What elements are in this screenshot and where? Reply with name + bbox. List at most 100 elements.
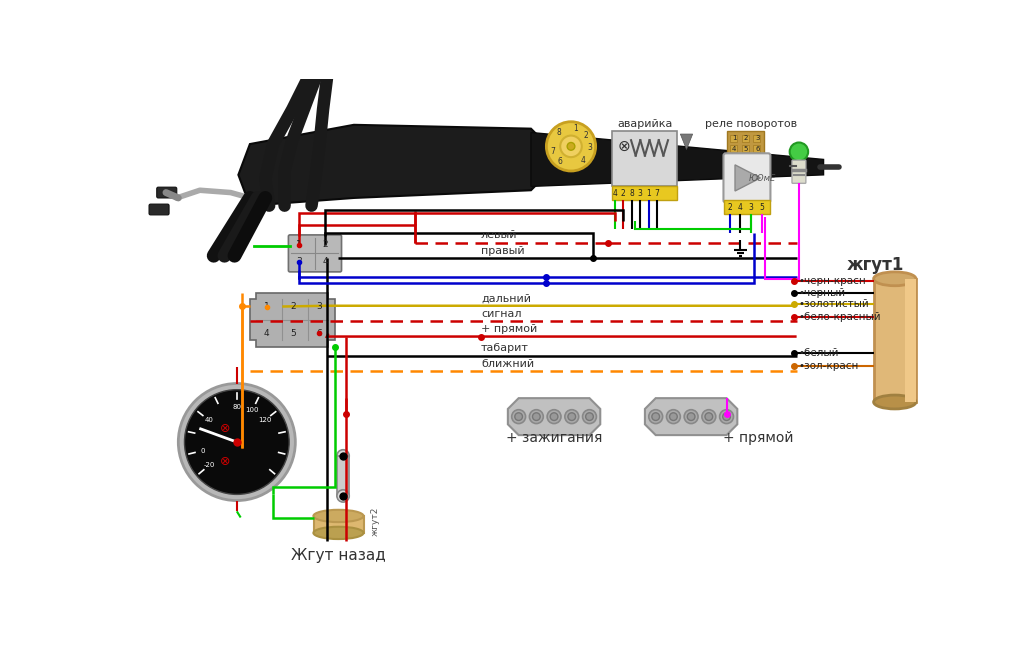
Text: 1: 1 — [646, 189, 651, 198]
Text: 3: 3 — [296, 257, 302, 267]
Bar — [754, 145, 761, 152]
Text: 2: 2 — [621, 189, 626, 198]
Circle shape — [560, 136, 582, 157]
FancyBboxPatch shape — [611, 187, 677, 200]
Text: •зол-красн: •зол-красн — [798, 361, 858, 371]
Text: 5: 5 — [290, 329, 296, 338]
Text: Жгут назад: Жгут назад — [291, 548, 386, 563]
Bar — [730, 145, 737, 152]
Circle shape — [687, 413, 695, 421]
Text: 80: 80 — [232, 403, 242, 409]
Bar — [730, 135, 737, 141]
Text: жгут2: жгут2 — [371, 507, 380, 536]
Circle shape — [547, 409, 561, 424]
Circle shape — [586, 413, 593, 421]
Polygon shape — [680, 134, 692, 149]
Text: •белый: •белый — [798, 348, 839, 358]
Text: 6: 6 — [558, 157, 563, 166]
Text: ближний: ближний — [481, 359, 535, 369]
Text: 3: 3 — [638, 189, 643, 198]
Text: 100: 100 — [246, 407, 259, 413]
Circle shape — [337, 490, 349, 502]
Text: 6: 6 — [316, 329, 323, 338]
Circle shape — [705, 413, 713, 421]
Bar — [754, 135, 761, 141]
Circle shape — [337, 450, 349, 462]
FancyBboxPatch shape — [150, 204, 169, 215]
Text: сигнал: сигнал — [481, 309, 521, 319]
Circle shape — [701, 409, 716, 424]
Circle shape — [547, 122, 596, 171]
Text: 7: 7 — [654, 189, 659, 198]
Circle shape — [512, 409, 525, 424]
FancyBboxPatch shape — [289, 235, 342, 272]
Text: 5: 5 — [760, 202, 764, 212]
Text: •черный: •черный — [798, 288, 845, 297]
Text: ⊗: ⊗ — [220, 455, 230, 468]
Text: 2: 2 — [290, 302, 296, 311]
FancyBboxPatch shape — [157, 187, 177, 198]
Polygon shape — [531, 132, 823, 187]
Text: ⊗: ⊗ — [617, 139, 631, 154]
Text: 4: 4 — [323, 257, 328, 267]
Ellipse shape — [313, 510, 364, 522]
Text: •бело-красный: •бело-красный — [798, 312, 881, 322]
Text: 1: 1 — [573, 124, 579, 133]
Circle shape — [667, 409, 680, 424]
Circle shape — [515, 413, 522, 421]
Text: 6: 6 — [755, 145, 760, 152]
Circle shape — [583, 409, 596, 424]
Text: табарит: табарит — [481, 343, 528, 354]
Polygon shape — [645, 398, 737, 435]
Text: + прямой: + прямой — [724, 431, 794, 445]
Text: 4: 4 — [732, 145, 736, 152]
Bar — [742, 135, 749, 141]
Ellipse shape — [873, 395, 915, 409]
Polygon shape — [508, 398, 600, 435]
Text: •золотистый: •золотистый — [798, 299, 869, 309]
Circle shape — [178, 384, 295, 500]
Polygon shape — [735, 165, 761, 191]
Circle shape — [652, 413, 659, 421]
Text: 3: 3 — [316, 302, 323, 311]
Text: правый: правый — [481, 246, 524, 255]
Circle shape — [649, 409, 663, 424]
Circle shape — [720, 409, 733, 424]
Text: 2: 2 — [584, 131, 589, 140]
Circle shape — [550, 413, 558, 421]
Text: 8: 8 — [630, 189, 634, 198]
Circle shape — [565, 409, 579, 424]
Circle shape — [568, 413, 575, 421]
Text: 1: 1 — [264, 302, 269, 311]
FancyBboxPatch shape — [611, 131, 677, 187]
Text: жгут1: жгут1 — [847, 255, 904, 274]
Circle shape — [567, 143, 574, 150]
Circle shape — [790, 143, 808, 161]
Text: -20: -20 — [204, 462, 215, 468]
Bar — [742, 145, 749, 152]
Circle shape — [684, 409, 698, 424]
Text: 1: 1 — [732, 135, 736, 141]
Text: ⊗: ⊗ — [220, 422, 230, 435]
Polygon shape — [239, 125, 547, 206]
Bar — [313, 516, 364, 533]
Circle shape — [532, 413, 541, 421]
FancyBboxPatch shape — [724, 200, 770, 214]
Text: + прямой: + прямой — [481, 324, 538, 334]
Bar — [905, 279, 915, 402]
Bar — [337, 456, 349, 496]
Text: 3: 3 — [749, 202, 754, 212]
Text: дальний: дальний — [481, 293, 530, 303]
Text: левый: левый — [481, 231, 517, 240]
Text: 1: 1 — [296, 240, 302, 250]
Circle shape — [184, 390, 289, 495]
Circle shape — [529, 409, 544, 424]
Text: 120: 120 — [258, 417, 271, 423]
Text: 4: 4 — [612, 189, 617, 198]
Text: 2: 2 — [323, 240, 328, 250]
Text: 4: 4 — [738, 202, 742, 212]
FancyBboxPatch shape — [792, 160, 806, 183]
Text: 3: 3 — [587, 143, 592, 153]
Text: 4: 4 — [264, 329, 269, 338]
Text: 2: 2 — [727, 202, 732, 212]
